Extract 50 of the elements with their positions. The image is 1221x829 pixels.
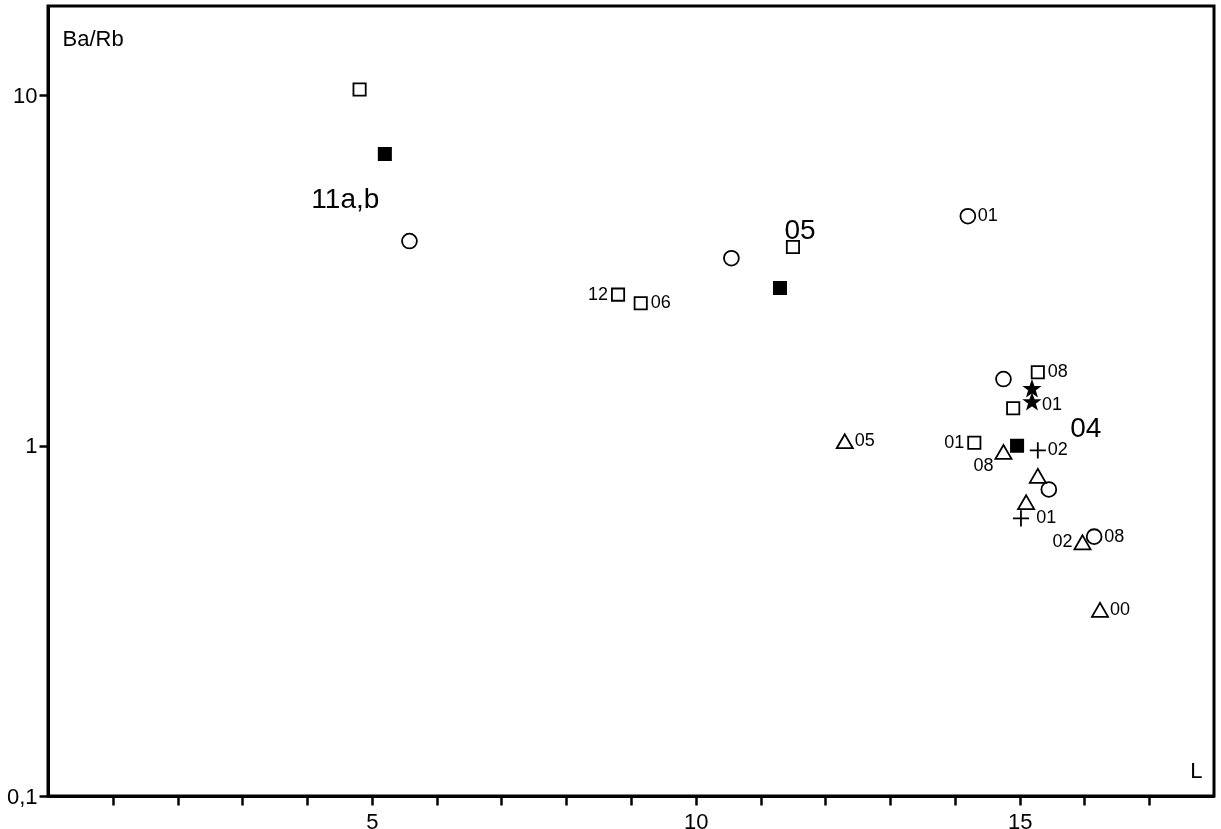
annotation: 08 bbox=[1104, 525, 1125, 546]
point bbox=[967, 435, 982, 450]
point bbox=[835, 433, 854, 450]
point bbox=[1091, 601, 1109, 618]
annotation: 12 bbox=[588, 283, 609, 304]
annotation: 01 bbox=[977, 205, 998, 226]
annotation: 04 bbox=[1070, 411, 1102, 443]
annotation: 05 bbox=[784, 214, 816, 246]
annotation: 08 bbox=[973, 454, 994, 475]
point bbox=[611, 287, 626, 302]
point bbox=[401, 232, 418, 250]
x-tick-label: 5 bbox=[366, 808, 379, 829]
annotation: 02 bbox=[1047, 439, 1068, 460]
point bbox=[1010, 438, 1025, 453]
point bbox=[1012, 509, 1030, 528]
x-tick-label: 10 bbox=[684, 808, 709, 829]
annotation: 08 bbox=[1047, 361, 1068, 382]
point bbox=[1073, 534, 1092, 551]
point bbox=[1017, 494, 1036, 511]
point bbox=[1028, 441, 1047, 460]
x-tick-label: 15 bbox=[1007, 808, 1033, 829]
point bbox=[633, 296, 648, 311]
point bbox=[1040, 481, 1058, 498]
annotation: 05 bbox=[854, 430, 875, 451]
annotation: 06 bbox=[650, 292, 671, 313]
y-tick-label: 0,1 bbox=[6, 783, 38, 809]
point bbox=[352, 82, 367, 97]
point bbox=[1030, 365, 1045, 380]
y-tick-label: 1 bbox=[25, 433, 38, 459]
point bbox=[994, 444, 1013, 460]
point bbox=[1024, 380, 1040, 397]
annotation: 01 bbox=[944, 431, 965, 452]
point bbox=[959, 207, 977, 225]
point bbox=[1028, 468, 1047, 484]
y-tick-label: 10 bbox=[13, 82, 38, 108]
point bbox=[1006, 401, 1021, 416]
annotation: 01 bbox=[1041, 394, 1063, 415]
y-axis-title: Ba/Rb bbox=[62, 25, 124, 51]
point bbox=[785, 240, 800, 255]
point bbox=[377, 147, 392, 162]
point bbox=[1024, 394, 1040, 410]
point bbox=[723, 249, 740, 267]
annotation: 11a,b bbox=[311, 182, 380, 214]
point bbox=[995, 370, 1012, 388]
annotation: 01 bbox=[1036, 507, 1057, 528]
x-axis-title: L bbox=[1190, 757, 1203, 783]
point bbox=[1085, 528, 1103, 545]
annotation: 00 bbox=[1109, 598, 1131, 619]
point bbox=[772, 280, 788, 296]
annotation: 02 bbox=[1052, 531, 1073, 552]
